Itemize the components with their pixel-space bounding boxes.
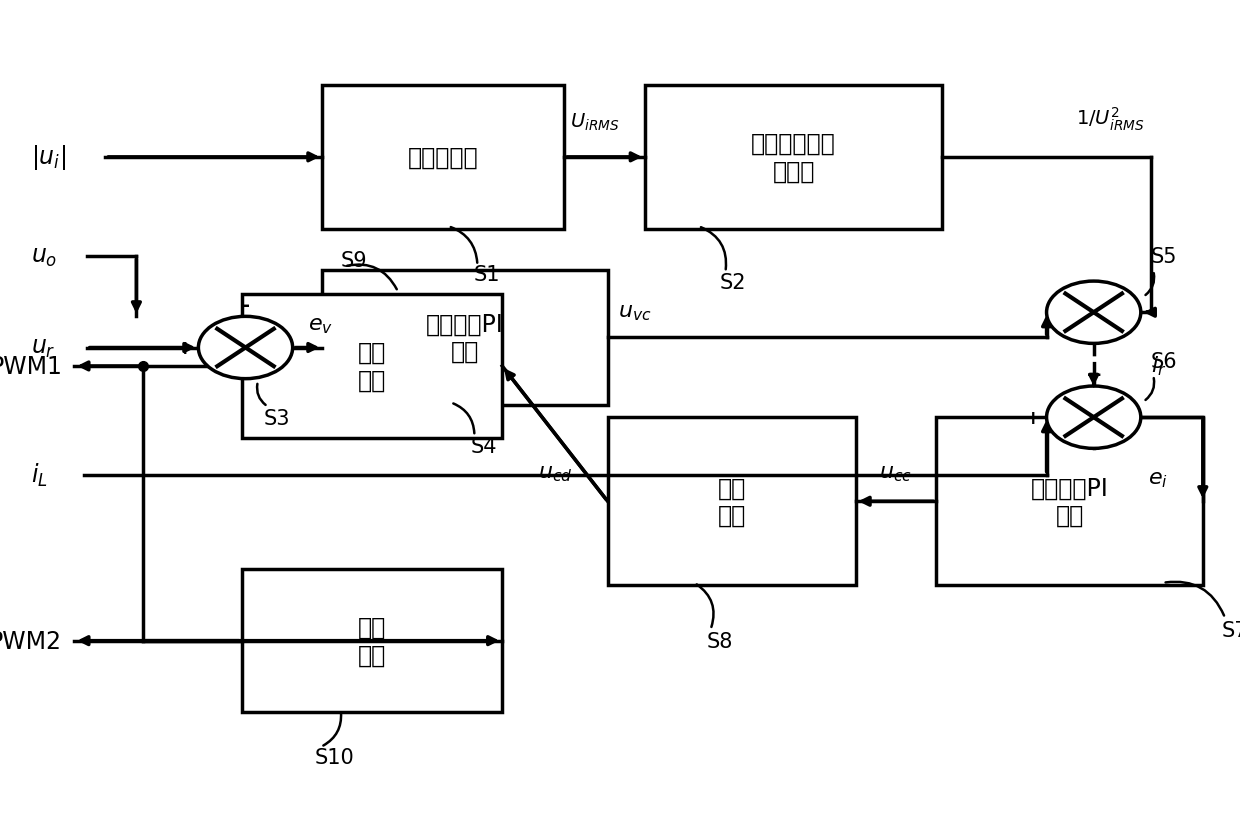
Text: +: + [1085,365,1102,384]
Circle shape [1047,282,1141,344]
Text: $U_{iRMS}$: $U_{iRMS}$ [570,112,620,133]
Bar [645,86,942,229]
Text: S9: S9 [341,251,367,270]
Text: -: - [242,296,249,314]
Bar [242,295,502,438]
Bar [322,270,608,405]
Text: 有效值计算: 有效值计算 [408,146,479,170]
Bar [936,418,1203,586]
Text: 有效值平方倒
数计算: 有效值平方倒 数计算 [751,132,836,183]
Text: PWM1: PWM1 [0,355,62,378]
Text: S1: S1 [474,265,500,284]
Text: PWM2: PWM2 [0,629,62,653]
Circle shape [198,317,293,379]
Text: $i_r$: $i_r$ [1151,354,1166,377]
Text: $1/U^2_{iRMS}$: $1/U^2_{iRMS}$ [1076,106,1145,133]
Text: S5: S5 [1151,247,1177,267]
Bar [242,569,502,713]
Text: $u_{cd}$: $u_{cd}$ [538,464,572,483]
Text: S3: S3 [264,409,290,428]
Text: S4: S4 [471,437,497,456]
Text: +: + [177,338,193,358]
Text: S8: S8 [707,631,733,651]
Text: 脉冲
求补: 脉冲 求补 [358,615,386,667]
Text: $u_{vc}$: $u_{vc}$ [618,303,651,323]
Text: 电压环准PI
调节: 电压环准PI 调节 [427,312,503,364]
Text: 电流环准PI
调节: 电流环准PI 调节 [1030,476,1109,527]
Text: 脉冲
形成: 脉冲 形成 [358,341,386,392]
Text: $e_v$: $e_v$ [308,316,332,336]
Text: $|u_i|$: $|u_i|$ [31,143,66,172]
Text: S2: S2 [719,273,745,292]
Text: $u_r$: $u_r$ [31,336,56,360]
Bar [322,86,564,229]
Circle shape [1047,387,1141,449]
Text: S6: S6 [1151,352,1177,372]
Text: $e_i$: $e_i$ [1148,469,1168,489]
Text: S7: S7 [1221,621,1240,640]
Text: $i_L$: $i_L$ [31,461,48,489]
Text: 信号
离散: 信号 离散 [718,476,745,527]
Bar [608,418,856,586]
Text: S10: S10 [315,748,355,767]
Text: $u_{cc}$: $u_{cc}$ [879,464,913,483]
Text: +: + [1025,408,1042,428]
Text: $u_o$: $u_o$ [31,245,57,269]
